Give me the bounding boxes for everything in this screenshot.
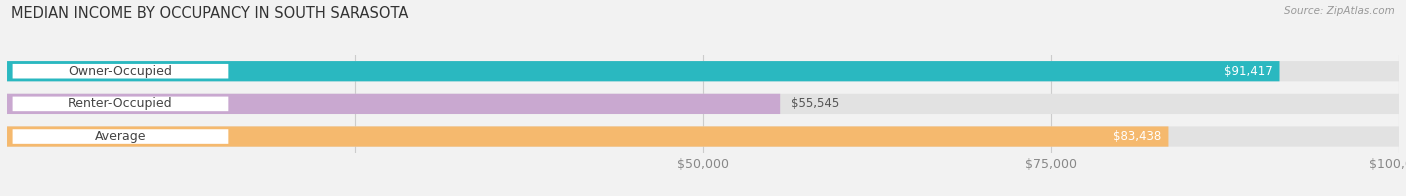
FancyBboxPatch shape xyxy=(13,129,228,144)
Text: Source: ZipAtlas.com: Source: ZipAtlas.com xyxy=(1284,6,1395,16)
FancyBboxPatch shape xyxy=(7,126,1399,147)
Text: MEDIAN INCOME BY OCCUPANCY IN SOUTH SARASOTA: MEDIAN INCOME BY OCCUPANCY IN SOUTH SARA… xyxy=(11,6,409,21)
Text: Renter-Occupied: Renter-Occupied xyxy=(67,97,173,110)
FancyBboxPatch shape xyxy=(7,61,1399,81)
FancyBboxPatch shape xyxy=(7,61,1279,81)
Text: $83,438: $83,438 xyxy=(1114,130,1161,143)
Text: $55,545: $55,545 xyxy=(792,97,839,110)
FancyBboxPatch shape xyxy=(7,94,780,114)
FancyBboxPatch shape xyxy=(7,94,1399,114)
FancyBboxPatch shape xyxy=(13,64,228,79)
Text: Owner-Occupied: Owner-Occupied xyxy=(69,65,173,78)
Text: Average: Average xyxy=(94,130,146,143)
FancyBboxPatch shape xyxy=(7,126,1168,147)
FancyBboxPatch shape xyxy=(13,97,228,111)
Text: $91,417: $91,417 xyxy=(1223,65,1272,78)
